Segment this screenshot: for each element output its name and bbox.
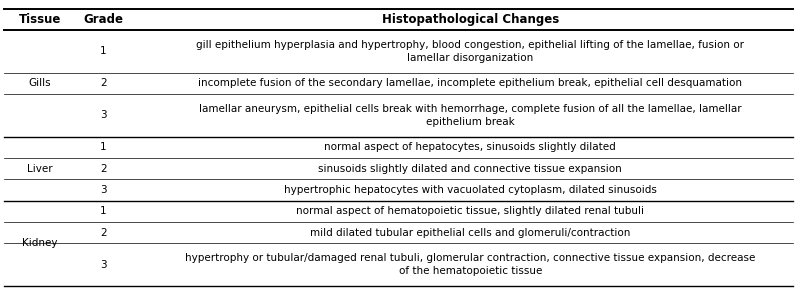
Text: 3: 3: [100, 110, 107, 121]
Text: 2: 2: [100, 228, 107, 238]
Text: sinusoids slightly dilated and connective tissue expansion: sinusoids slightly dilated and connectiv…: [318, 164, 622, 174]
Text: Liver: Liver: [27, 164, 53, 174]
Text: normal aspect of hepatocytes, sinusoids slightly dilated: normal aspect of hepatocytes, sinusoids …: [324, 142, 616, 152]
Text: Kidney: Kidney: [22, 239, 57, 248]
Text: 2: 2: [100, 79, 107, 88]
Text: Grade: Grade: [84, 13, 124, 26]
Text: Gills: Gills: [29, 79, 51, 88]
Text: 3: 3: [100, 185, 107, 195]
Text: 1: 1: [100, 142, 107, 152]
Text: 2: 2: [100, 164, 107, 174]
Text: lamellar aneurysm, epithelial cells break with hemorrhage, complete fusion of al: lamellar aneurysm, epithelial cells brea…: [199, 104, 741, 127]
Text: mild dilated tubular epithelial cells and glomeruli/contraction: mild dilated tubular epithelial cells an…: [310, 228, 630, 238]
Text: normal aspect of hematopoietic tissue, slightly dilated renal tubuli: normal aspect of hematopoietic tissue, s…: [296, 206, 644, 216]
Text: incomplete fusion of the secondary lamellae, incomplete epithelium break, epithe: incomplete fusion of the secondary lamel…: [198, 79, 742, 88]
Text: hypertrophic hepatocytes with vacuolated cytoplasm, dilated sinusoids: hypertrophic hepatocytes with vacuolated…: [284, 185, 657, 195]
Text: 3: 3: [100, 260, 107, 270]
Text: Tissue: Tissue: [18, 13, 61, 26]
Text: gill epithelium hyperplasia and hypertrophy, blood congestion, epithelial liftin: gill epithelium hyperplasia and hypertro…: [196, 40, 744, 63]
Text: hypertrophy or tubular/damaged renal tubuli, glomerular contraction, connective : hypertrophy or tubular/damaged renal tub…: [185, 253, 756, 276]
Text: Histopathological Changes: Histopathological Changes: [382, 13, 559, 26]
Text: 1: 1: [100, 206, 107, 216]
Text: 1: 1: [100, 46, 107, 56]
